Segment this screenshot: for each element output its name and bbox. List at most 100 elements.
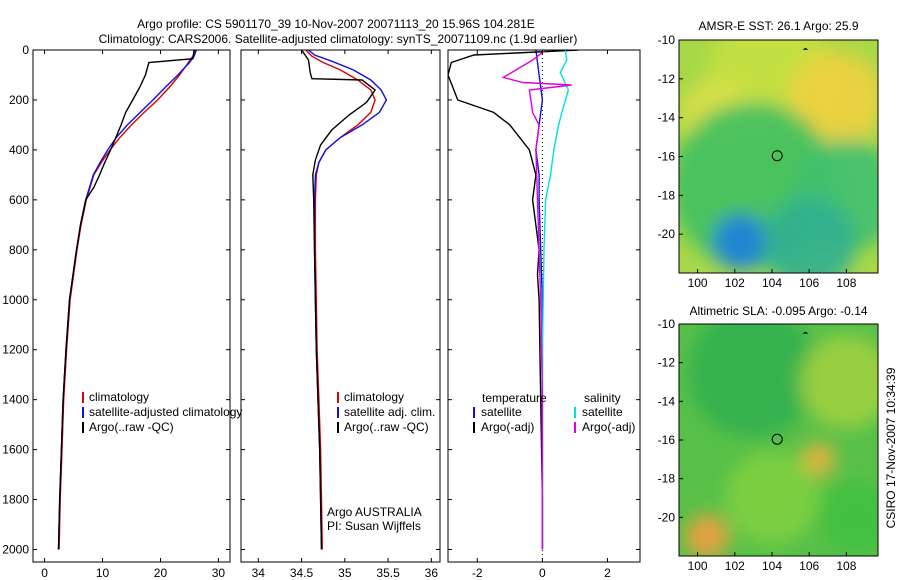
y-tick-label: -16 <box>658 150 676 164</box>
y-tick-label: 2000 <box>2 543 29 557</box>
y-tick-label: -12 <box>658 72 676 86</box>
legend-entry: climatology <box>89 390 149 404</box>
legend-group-title: salinity <box>584 391 621 405</box>
map-blobs <box>684 324 878 556</box>
y-tick-label: -20 <box>658 227 676 241</box>
y-tick-label: 600 <box>9 193 29 207</box>
x-tick-label: 100 <box>688 559 708 573</box>
x-tick-label: 35.5 <box>376 566 400 580</box>
x-tick-label: 102 <box>725 276 745 290</box>
map-title: Altimetric SLA: -0.095 Argo: -0.14 <box>689 304 867 318</box>
map-color-patch <box>725 451 819 545</box>
series-line-2 <box>57 50 195 550</box>
y-tick-label: -10 <box>658 317 676 331</box>
panel-map_sst: AMSR-E SST: 26.1 Argo: 25.9 100 102 104 106 1… <box>658 19 879 290</box>
map-title: AMSR-E SST: 26.1 Argo: 25.9 <box>698 19 858 33</box>
legend-group-title: temperature <box>482 391 547 405</box>
legend-entry: Argo(-adj) <box>481 420 534 434</box>
island-marker <box>802 331 809 334</box>
plot-frame <box>240 49 441 563</box>
series-line-2 <box>541 50 570 550</box>
map-color-patch <box>818 480 878 555</box>
y-tick-label: 800 <box>9 243 29 257</box>
map-field <box>679 324 878 556</box>
y-tick-label: -14 <box>658 111 676 125</box>
x-tick-label: -2 <box>472 566 483 580</box>
annotation-text: Argo AUSTRALIA <box>327 505 422 519</box>
x-tick-label: 20 <box>154 566 168 580</box>
y-tick-label: -16 <box>658 433 676 447</box>
map-color-patch <box>762 197 856 273</box>
legend-entry: climatology <box>344 390 404 404</box>
series-line-3 <box>501 50 572 550</box>
x-tick-label: 2 <box>604 566 611 580</box>
x-tick-label: 106 <box>799 559 819 573</box>
legend-entry: satellite <box>582 405 623 419</box>
island-marker <box>802 47 809 50</box>
figure-title-line1: Argo profile: CS 5901170_39 10-Nov-2007 … <box>137 17 535 31</box>
map-color-patch <box>684 514 730 556</box>
series-line-1 <box>448 50 579 550</box>
legend-entry: Argo(-adj) <box>582 420 635 434</box>
x-tick-label: 108 <box>836 559 856 573</box>
y-tick-label: 200 <box>9 93 29 107</box>
legend-entry: satellite-adjusted climatology <box>89 405 242 419</box>
x-tick-label: 36 <box>425 566 439 580</box>
side-timestamp-label: CSIRO 17-Nov-2007 10:34:39 <box>884 367 898 528</box>
figure-title-line2: Climatology: CARS2006. Satellite-adjuste… <box>99 32 578 46</box>
series-group <box>57 50 198 550</box>
y-tick-label: -12 <box>658 356 676 370</box>
y-tick-label: 0 <box>22 43 29 57</box>
x-tick-label: 0 <box>41 566 48 580</box>
x-tick-label: 34.5 <box>290 566 314 580</box>
map-blobs <box>679 40 878 273</box>
y-tick-label: 1800 <box>2 493 29 507</box>
y-tick-label: -20 <box>658 510 676 524</box>
y-tick-label: -18 <box>658 472 676 486</box>
x-tick-label: 10 <box>96 566 110 580</box>
y-tick-label: -10 <box>658 33 676 47</box>
x-tick-label: 35 <box>338 566 352 580</box>
x-tick-label: 108 <box>836 276 856 290</box>
series-group <box>301 50 388 550</box>
legend-entry: satellite adj. clim. <box>344 405 435 419</box>
y-tick-label: 1200 <box>2 343 29 357</box>
x-tick-label: 100 <box>688 276 708 290</box>
map-field <box>679 40 878 273</box>
legend-entry: Argo(..raw -QC) <box>344 420 429 434</box>
argo-position-marker <box>771 433 783 445</box>
x-tick-label: 0 <box>539 566 546 580</box>
series-line-2 <box>301 50 377 550</box>
y-tick-label: -18 <box>658 188 676 202</box>
series-line-0 <box>305 50 376 550</box>
plot-frame <box>447 49 641 563</box>
series-group <box>448 50 579 550</box>
panel-temperature: 0 10 20 30 0 200 400 600 800 1000 1200 1400 1600 1800… <box>2 43 242 580</box>
series-line-1 <box>57 50 198 550</box>
x-tick-label: 34 <box>252 566 266 580</box>
annotation-text: PI: Susan Wijffels <box>327 519 421 533</box>
map-color-patch <box>799 335 878 429</box>
map-color-patch <box>688 324 819 438</box>
y-tick-label: 1400 <box>2 393 29 407</box>
map-color-patch <box>801 442 836 477</box>
panel-salinity: 3434.53535.536salinityclimatologysatelli… <box>240 49 441 580</box>
panel-difference: -202difference from climatologytemperatu… <box>447 49 641 580</box>
legend-entry: satellite <box>481 405 522 419</box>
y-tick-label: 1000 <box>2 293 29 307</box>
plot-frame <box>32 49 231 563</box>
map-color-patch <box>790 51 878 145</box>
panel-map_sla: Altimetric SLA: -0.095 Argo: -0.14 100 102… <box>658 304 879 573</box>
x-tick-label: 104 <box>762 559 782 573</box>
argo-position-marker <box>771 150 783 162</box>
x-tick-label: 102 <box>725 559 745 573</box>
y-tick-label: 1600 <box>2 443 29 457</box>
x-tick-label: 104 <box>762 276 782 290</box>
map-color-patch <box>712 214 769 270</box>
x-tick-label: 106 <box>799 276 819 290</box>
legend-entry: Argo(..raw -QC) <box>89 420 174 434</box>
y-tick-label: -14 <box>658 394 676 408</box>
y-tick-label: 400 <box>9 143 29 157</box>
x-tick-label: 30 <box>212 566 226 580</box>
